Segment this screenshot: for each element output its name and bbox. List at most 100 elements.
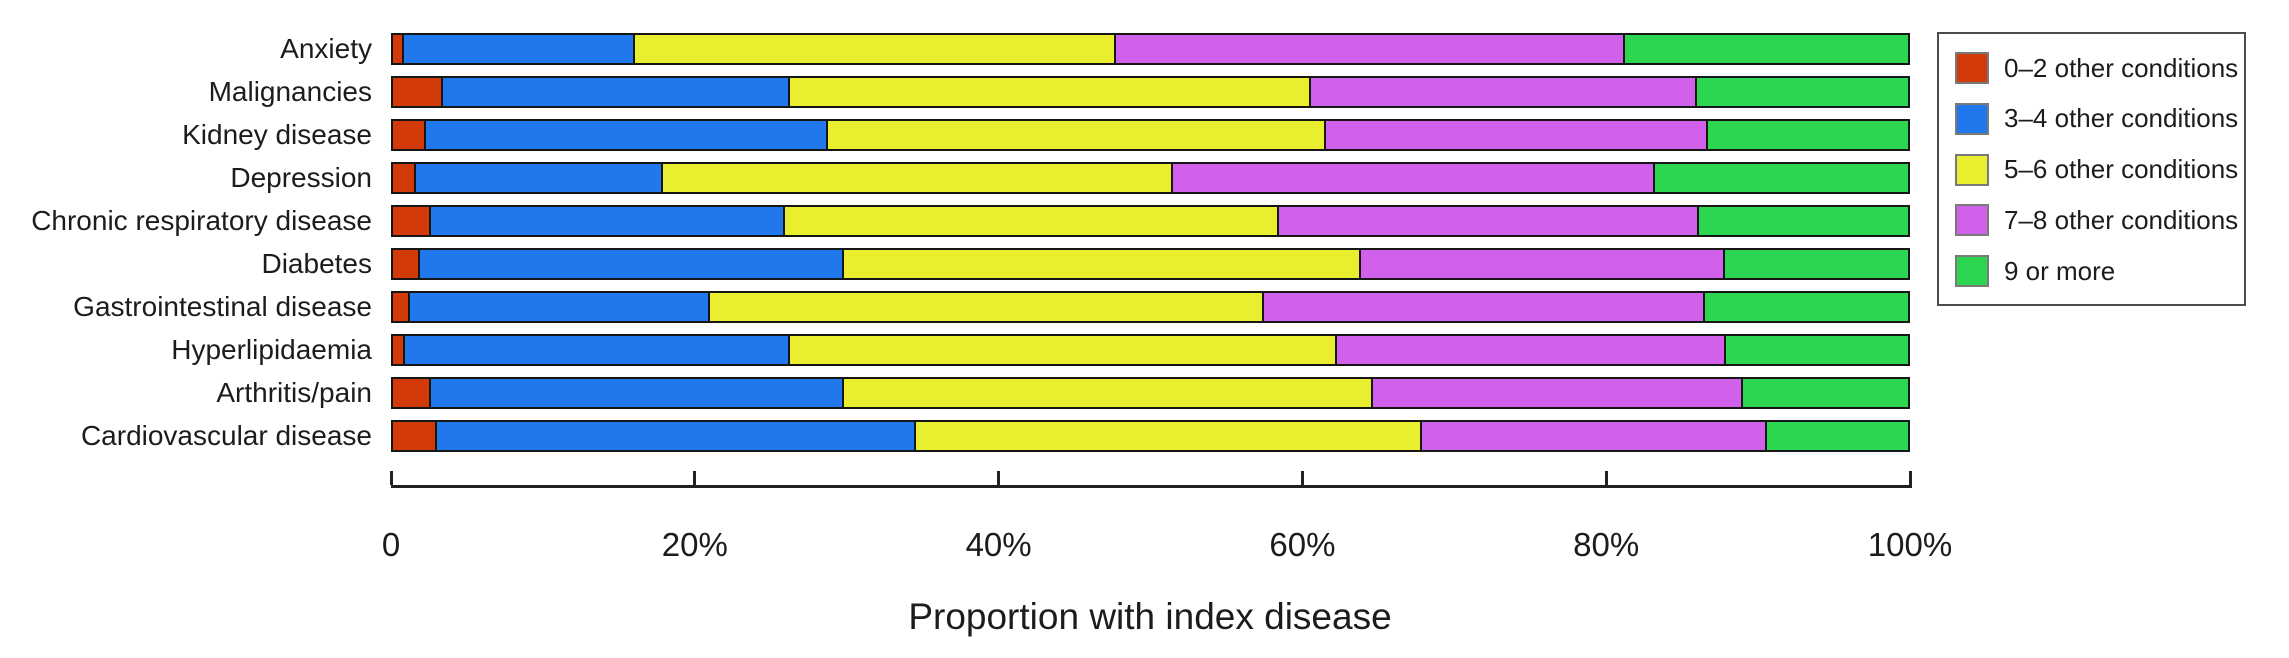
bar-segment-9-plus (1726, 336, 1908, 364)
bar-row: Diabetes (0, 248, 2289, 280)
x-axis-tick (1300, 471, 1304, 485)
bar-segment-3-4 (409, 293, 710, 321)
bar-segment-5-6 (915, 422, 1422, 450)
bar-segment-3-4 (420, 250, 845, 278)
x-axis-title: Proportion with index disease (908, 596, 1392, 637)
bar-row: Arthritis/pain (0, 377, 2289, 409)
bar-segment-0-2 (393, 164, 416, 192)
bar-segment-7-8 (1264, 293, 1705, 321)
legend-item: 7–8 other conditions (1955, 203, 2244, 237)
bar-segment-7-8 (1361, 250, 1725, 278)
bar-segment-3-4 (426, 121, 828, 149)
bar-segment-0-2 (393, 422, 437, 450)
bar (391, 248, 1910, 280)
legend-label: 7–8 other conditions (2004, 204, 2239, 235)
bar-segment-7-8 (1373, 379, 1743, 407)
category-label: Anxiety (280, 33, 372, 64)
x-axis-tick (389, 471, 393, 485)
bar-segment-9-plus (1724, 250, 1908, 278)
bar-segment-9-plus (1697, 78, 1908, 106)
bar-segment-0-2 (393, 207, 431, 235)
category-label: Arthritis/pain (216, 377, 372, 408)
bar-segment-0-2 (393, 78, 443, 106)
bar-segment-9-plus (1698, 207, 1908, 235)
bar-segment-9-plus (1624, 35, 1908, 63)
category-label: Kidney disease (182, 119, 372, 150)
bar-segment-7-8 (1311, 78, 1698, 106)
bar (391, 76, 1910, 108)
bar (391, 377, 1910, 409)
category-label: Malignancies (208, 76, 372, 107)
category-label: Cardiovascular disease (80, 420, 372, 451)
legend: 0–2 other conditions 3–4 other conditions… (1937, 32, 2246, 306)
bar (391, 205, 1910, 237)
bar (391, 119, 1910, 151)
bar-row: Malignancies (0, 76, 2289, 108)
bar-segment-9-plus (1742, 379, 1908, 407)
legend-label: 3–4 other conditions (2004, 103, 2239, 134)
bar-segment-5-6 (827, 121, 1327, 149)
legend-item: 3–4 other conditions (1955, 102, 2244, 136)
bar-segment-0-2 (393, 35, 404, 63)
x-axis-tick-label: 20% (661, 526, 728, 563)
bar-row: Hyperlipidaemia (0, 334, 2289, 366)
bar (391, 162, 1910, 194)
bar-segment-5-6 (844, 250, 1362, 278)
bar-segment-7-8 (1279, 207, 1699, 235)
bar-segment-0-2 (393, 336, 406, 364)
bar-row: Anxiety (0, 33, 2289, 65)
legend-label: 9 or more (2004, 255, 2116, 286)
legend-item: 9 or more (1955, 254, 2244, 288)
bar-segment-5-6 (844, 379, 1374, 407)
x-axis-line (391, 485, 1912, 488)
category-label: Gastrointestinal disease (73, 291, 372, 322)
bar-segment-0-2 (393, 121, 427, 149)
category-label: Hyperlipidaemia (171, 334, 372, 365)
x-axis-tick (693, 471, 697, 485)
bar-segment-0-2 (393, 293, 410, 321)
bar-segment-7-8 (1336, 336, 1727, 364)
legend-item: 5–6 other conditions (1955, 153, 2244, 187)
legend-swatch-0-2 (1955, 52, 1989, 84)
legend-item: 0–2 other conditions (1955, 51, 2244, 85)
bar-segment-3-4 (403, 35, 636, 63)
x-axis-tick-label: 80% (1573, 526, 1640, 563)
bar-row: Cardiovascular disease (0, 420, 2289, 452)
x-axis-tick-label: 60% (1269, 526, 1336, 563)
bar-segment-3-4 (430, 207, 786, 235)
x-axis-tick-label: 100% (1867, 526, 1953, 563)
bar-segment-0-2 (393, 250, 421, 278)
bar-segment-3-4 (442, 78, 790, 106)
legend-label: 5–6 other conditions (2004, 154, 2239, 184)
bar-segment-9-plus (1704, 293, 1908, 321)
x-axis-tick (997, 471, 1001, 485)
legend-swatch-9-plus (1955, 255, 1989, 287)
x-axis-tick-label: 0 (381, 526, 401, 563)
bar-segment-5-6 (789, 78, 1312, 106)
category-label: Chronic respiratory disease (31, 205, 372, 236)
bar (391, 291, 1910, 323)
x-axis-tick (1908, 471, 1912, 485)
bar-row: Depression (0, 162, 2289, 194)
bar-segment-7-8 (1173, 164, 1655, 192)
x-axis-tick (1604, 471, 1608, 485)
bar-segment-9-plus (1654, 164, 1908, 192)
bar-segment-5-6 (785, 207, 1280, 235)
bar-segment-5-6 (709, 293, 1265, 321)
bar-segment-3-4 (405, 336, 790, 364)
legend-label: 0–2 other conditions (2004, 52, 2239, 83)
bar-segment-7-8 (1115, 35, 1625, 63)
bar-segment-5-6 (662, 164, 1174, 192)
bar-row: Gastrointestinal disease (0, 291, 2289, 323)
bar-segment-5-6 (635, 35, 1116, 63)
category-label: Depression (230, 162, 372, 193)
category-label: Diabetes (261, 248, 372, 279)
bar-segment-7-8 (1421, 422, 1768, 450)
bar (391, 420, 1910, 452)
bar-row: Chronic respiratory disease (0, 205, 2289, 237)
legend-swatch-7-8 (1955, 204, 1989, 237)
x-axis-tick-label: 40% (965, 526, 1032, 563)
bar-segment-9-plus (1707, 121, 1908, 149)
legend-swatch-3-4 (1955, 102, 1989, 135)
